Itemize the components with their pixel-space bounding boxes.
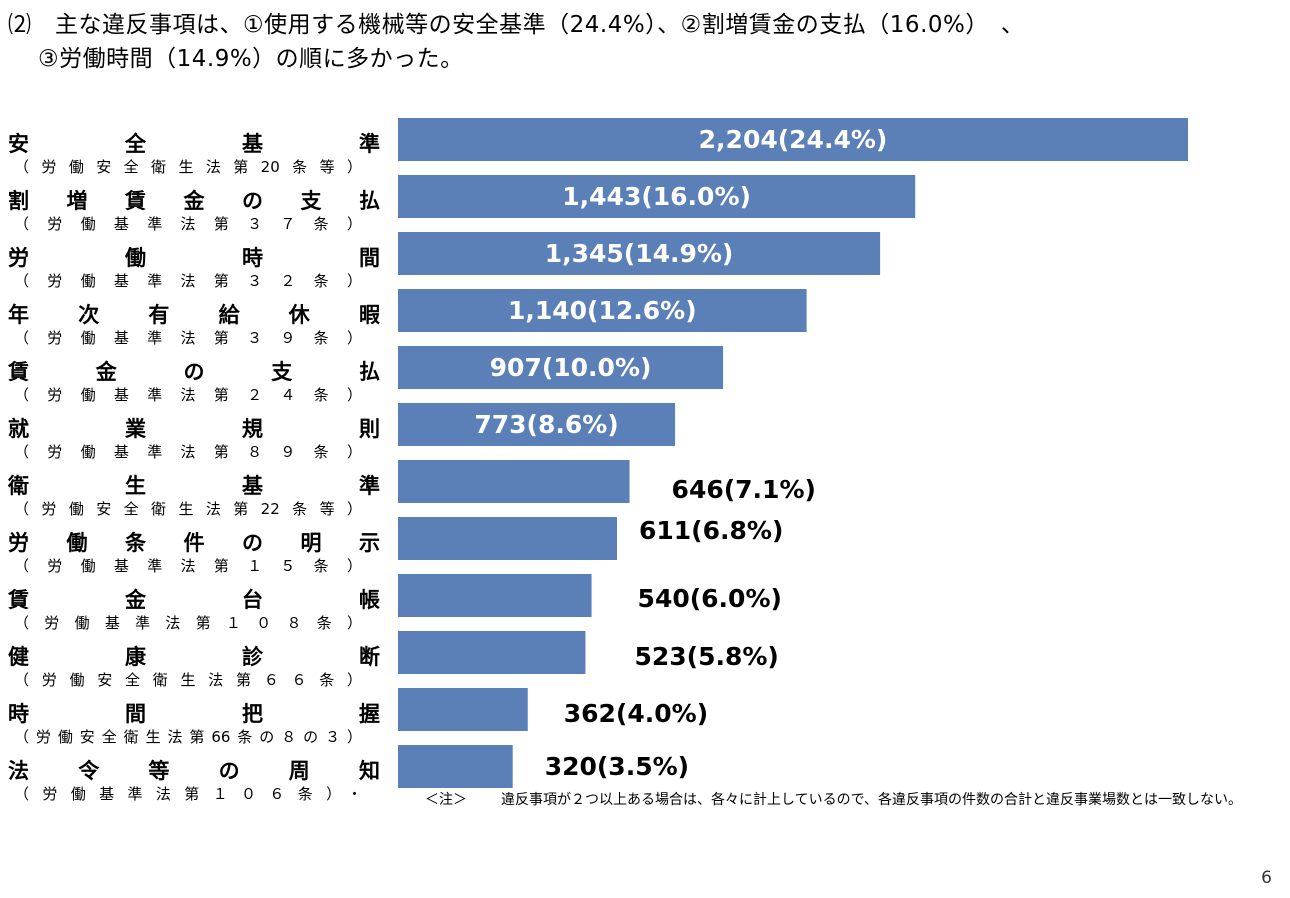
category-name: 賃金の支払 — [8, 360, 380, 384]
data-label: 2,204(24.4%) — [699, 125, 888, 154]
category-law-reference: （労働安全衛生法第66条の８の３） — [14, 728, 362, 746]
bar — [398, 346, 724, 389]
bar — [398, 289, 807, 332]
category-name: 時間把握 — [8, 702, 380, 726]
category-law-reference: （労働基準法第１０６条）・ — [14, 785, 362, 803]
category-law-reference: （労働基準法第８９条） — [14, 443, 362, 461]
category-law-reference: （労働基準法第１０８条） — [14, 614, 362, 632]
category-law-reference: （労働基準法第３９条） — [14, 329, 362, 347]
bar — [398, 118, 1188, 161]
bar — [398, 175, 916, 218]
bar — [398, 460, 630, 503]
bar — [398, 574, 592, 617]
data-label: 523(5.8%) — [634, 642, 778, 671]
category-name: 法令等の周知 — [8, 759, 380, 783]
category-name: 安全基準 — [8, 132, 380, 156]
category-law-reference: （労働安全衛生法第22条等） — [14, 500, 362, 518]
data-label: 646(7.1%) — [672, 475, 816, 504]
data-label: 907(10.0%) — [490, 353, 652, 382]
category-labels: 安全基準 （労働安全衛生法第20条等） 割増賃金の支払 （労働基準法第３７条） 労働時間… — [0, 0, 395, 898]
data-label: 1,443(16.0%) — [562, 182, 751, 211]
category-name: 労働時間 — [8, 246, 380, 270]
bar — [398, 517, 618, 560]
category-law-reference: （労働基準法第３７条） — [14, 215, 362, 233]
bar — [398, 745, 513, 788]
heading: ⑵ 主な違反事項は、①使用する機械等の安全基準（24.4%）、②割増賃金の支払（… — [8, 8, 1283, 76]
category-law-reference: （労働基準法第３２条） — [14, 272, 362, 290]
category-name: 衛生基準 — [8, 474, 380, 498]
category-name: 労働条件の明示 — [8, 531, 380, 555]
category-law-reference: （労働安全衛生法第20条等） — [14, 158, 362, 176]
bar — [398, 631, 586, 674]
bar — [398, 688, 528, 731]
category-law-reference: （労働安全衛生法第６６条） — [14, 671, 362, 689]
data-label: 540(6.0%) — [638, 584, 782, 613]
category-name: 年次有給休暇 — [8, 303, 380, 327]
category-name: 賃金台帳 — [8, 588, 380, 612]
data-label: 1,345(14.9%) — [545, 239, 734, 268]
category-law-reference: （労働基準法第２４条） — [14, 386, 362, 404]
category-name: 割増賃金の支払 — [8, 189, 380, 213]
data-label: 320(3.5%) — [545, 752, 689, 781]
page-number: 6 — [1261, 868, 1272, 888]
footnote-label: ＜注＞ — [425, 792, 467, 808]
bar — [398, 403, 676, 446]
data-label: 773(8.6%) — [474, 410, 618, 439]
heading-line-2: ③労働時間（14.9%）の順に多かった。 — [38, 46, 464, 72]
footnote-text: 違反事項が２つ以上ある場合は、各々に計上しているので、各違反事項の件数の合計と違… — [501, 792, 1243, 808]
data-label: 611(6.8%) — [639, 516, 783, 545]
category-law-reference: （労働基準法第１５条） — [14, 557, 362, 575]
data-label: 1,140(12.6%) — [508, 296, 697, 325]
data-label: 362(4.0%) — [564, 699, 708, 728]
bar — [398, 232, 881, 275]
category-name: 健康診断 — [8, 645, 380, 669]
heading-line-1: ⑵ 主な違反事項は、①使用する機械等の安全基準（24.4%）、②割増賃金の支払（… — [8, 12, 1025, 38]
category-name: 就業規則 — [8, 417, 380, 441]
